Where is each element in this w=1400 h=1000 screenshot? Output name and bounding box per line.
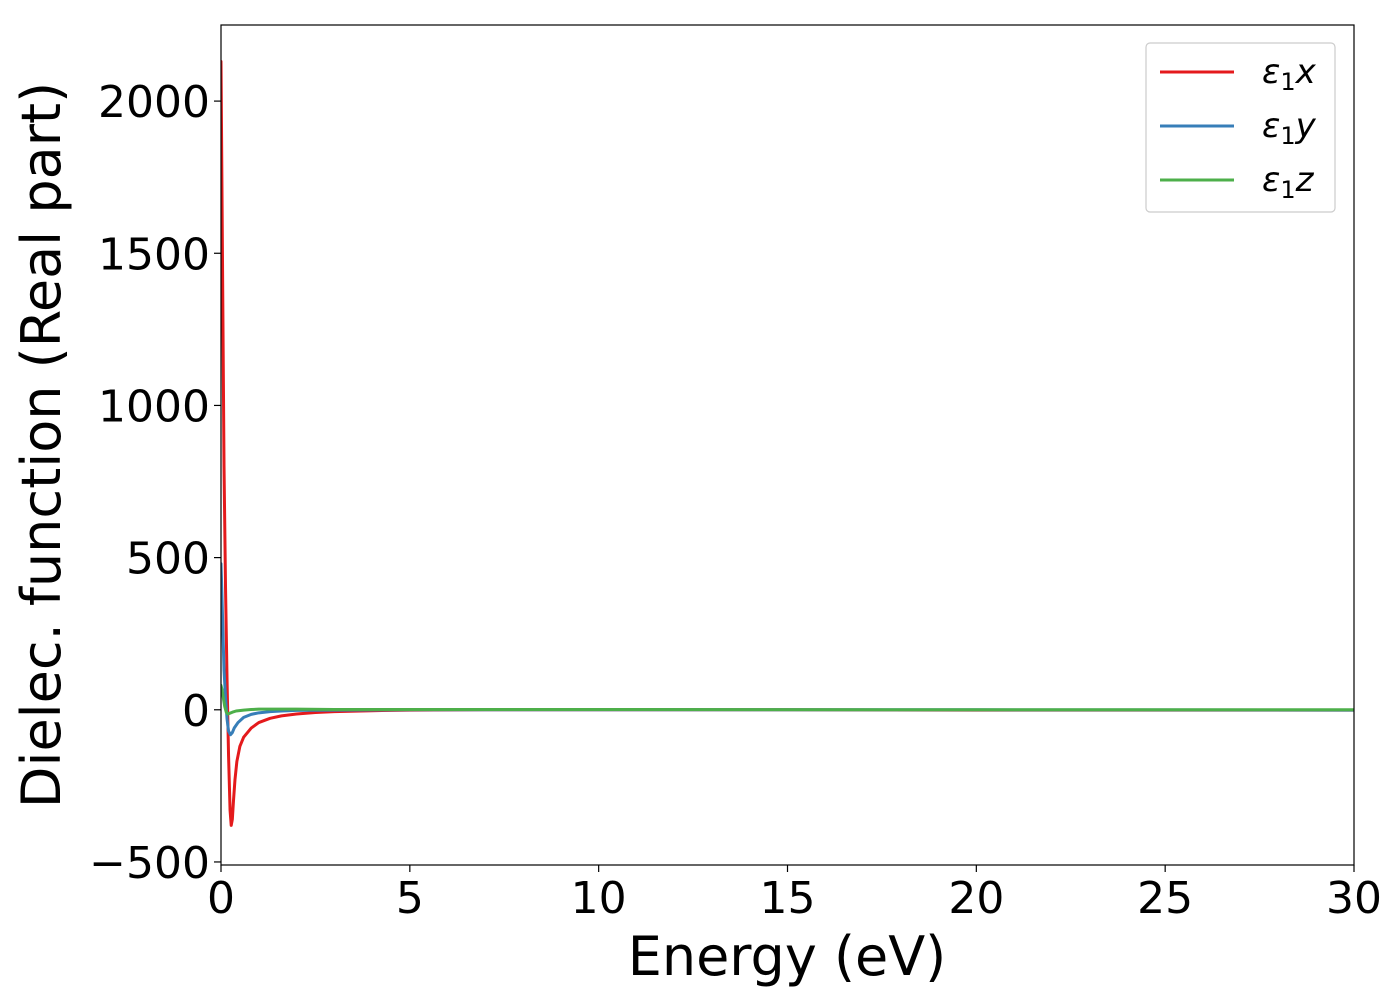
x-tick-label: 10 (571, 873, 627, 924)
legend-label-x: ε1x (1262, 52, 1317, 96)
series-layer (221, 60, 1354, 827)
x-tick-label: 30 (1326, 873, 1382, 924)
legend: ε1x ε1y ε1z (1145, 42, 1336, 213)
y-tick-label: −500 (89, 838, 210, 889)
x-tick-label: 5 (396, 873, 424, 924)
x-tick-label: 25 (1137, 873, 1193, 924)
x-axis-ticks: 0 5 10 15 20 25 30 (207, 865, 1382, 924)
y-axis-ticks: −500 0 500 1000 1500 2000 (89, 77, 221, 889)
y-tick-label: 500 (126, 534, 210, 585)
x-tick-label: 20 (948, 873, 1004, 924)
series-line-z (221, 683, 1354, 716)
legend-box (1145, 42, 1336, 213)
legend-label-y: ε1y (1262, 106, 1317, 150)
y-axis-title: Dielec. function (Real part) (10, 82, 73, 808)
legend-label-z: ε1z (1262, 160, 1315, 204)
x-axis-title: Energy (eV) (628, 925, 947, 988)
x-tick-label: 0 (207, 873, 235, 924)
y-tick-label: 1500 (98, 229, 210, 280)
y-tick-label: 2000 (98, 77, 210, 128)
y-tick-label: 1000 (98, 381, 210, 432)
x-tick-label: 15 (760, 873, 816, 924)
y-tick-label: 0 (182, 686, 210, 737)
